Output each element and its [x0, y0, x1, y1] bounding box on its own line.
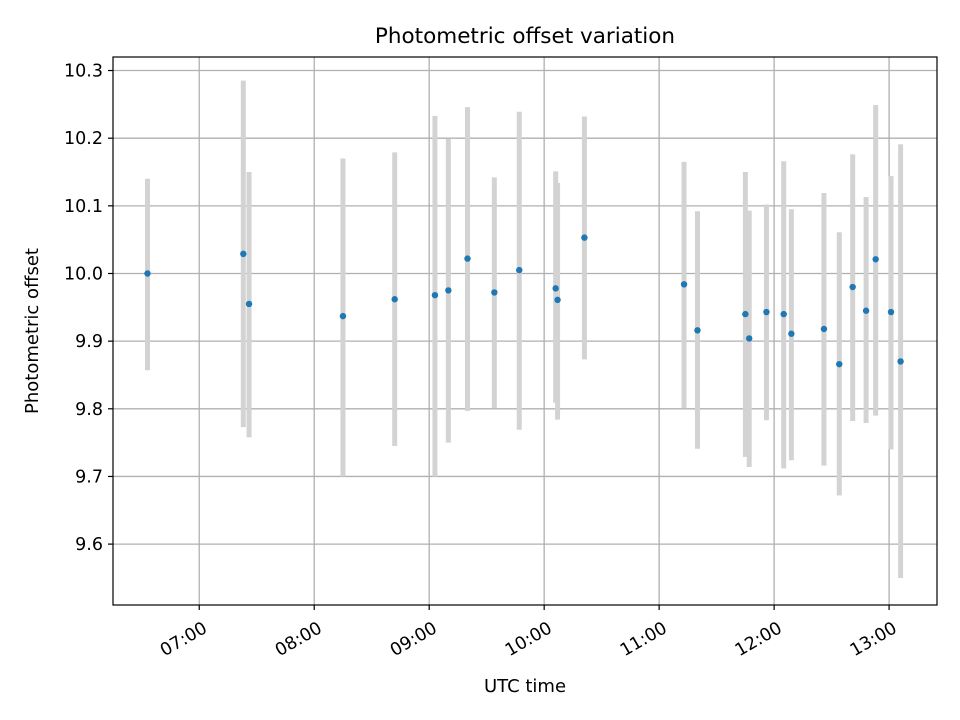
- data-point: [552, 285, 559, 292]
- data-point: [849, 283, 856, 291]
- data-point: [862, 307, 870, 314]
- data-point: [897, 358, 904, 365]
- data-point: [746, 335, 753, 342]
- data-point: [144, 270, 151, 277]
- data-point: [339, 312, 347, 320]
- data-point: [680, 281, 688, 288]
- y-tick-label: 9.7: [75, 467, 103, 487]
- y-tick-label: 10.1: [64, 197, 103, 217]
- data-point: [780, 310, 787, 318]
- data-point: [445, 287, 452, 294]
- data-point: [391, 296, 398, 303]
- data-point: [581, 234, 588, 241]
- data-point: [464, 255, 471, 262]
- data-point: [887, 308, 895, 316]
- chart-title: Photometric offset variation: [375, 24, 675, 49]
- data-points: [144, 234, 904, 368]
- data-point: [431, 291, 439, 299]
- data-point: [763, 308, 770, 316]
- data-point: [554, 296, 561, 304]
- y-tick-label: 9.8: [75, 400, 103, 420]
- data-point: [836, 360, 843, 368]
- data-point: [872, 256, 879, 263]
- data-point: [820, 325, 828, 333]
- data-point: [245, 300, 253, 308]
- data-point: [240, 250, 247, 258]
- data-point: [491, 289, 498, 296]
- plot-frame: [112, 56, 938, 606]
- data-point: [694, 327, 701, 334]
- x-axis-label: UTC time: [484, 676, 566, 697]
- data-point: [516, 266, 523, 274]
- y-tick-label: 9.9: [75, 332, 103, 352]
- data-point: [788, 330, 795, 337]
- y-axis-label: Photometric offset: [22, 248, 43, 414]
- y-tick-label: 10.0: [64, 264, 103, 284]
- y-tick-label: 10.2: [64, 129, 103, 149]
- y-tick-label: 10.3: [64, 62, 103, 82]
- y-tick-label: 9.6: [75, 535, 103, 555]
- data-point: [742, 310, 749, 318]
